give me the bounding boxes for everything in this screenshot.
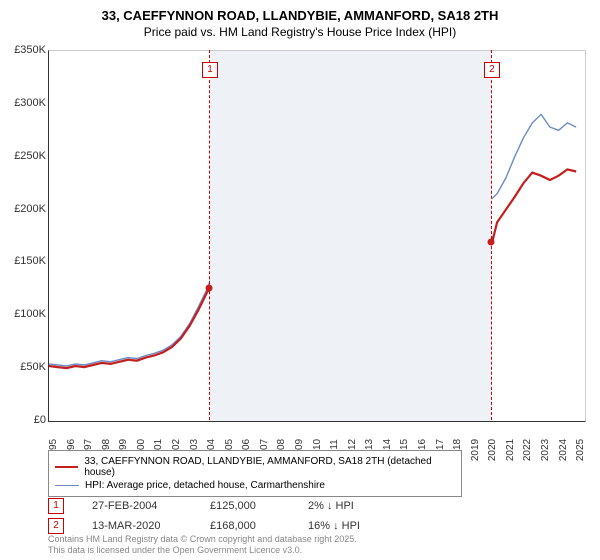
x-tick-label: 2020 — [487, 439, 498, 461]
sale-dot — [487, 239, 494, 246]
y-tick-label: £50K — [20, 361, 46, 373]
sale-vline — [209, 50, 210, 420]
y-tick-label: £200K — [14, 203, 46, 215]
sale-records-table: 1 27-FEB-2004 £125,000 2% ↓ HPI 2 13-MAR-2020… — [48, 498, 360, 538]
sale-marker-box: 1 — [202, 62, 218, 78]
chart-container: 33, CAEFFYNNON ROAD, LLANDYBIE, AMMANFOR… — [0, 0, 600, 560]
sale-record-row: 2 13-MAR-2020 £168,000 16% ↓ HPI — [48, 518, 360, 534]
x-tick-label: 2021 — [505, 439, 516, 461]
sale-record-marker: 2 — [48, 518, 64, 534]
y-tick-label: £0 — [34, 414, 46, 426]
x-tick-label: 2019 — [470, 439, 481, 461]
chart-legend: 33, CAEFFYNNON ROAD, LLANDYBIE, AMMANFOR… — [48, 450, 462, 497]
sale-vline — [491, 50, 492, 420]
sale-price: £168,000 — [210, 520, 280, 532]
sale-record-row: 1 27-FEB-2004 £125,000 2% ↓ HPI — [48, 498, 360, 514]
y-tick-label: £100K — [14, 308, 46, 320]
legend-item: 33, CAEFFYNNON ROAD, LLANDYBIE, AMMANFOR… — [55, 455, 455, 479]
sale-date: 13-MAR-2020 — [92, 520, 182, 532]
chart-subtitle: Price paid vs. HM Land Registry's House … — [0, 25, 600, 43]
copyright-line1: Contains HM Land Registry data © Crown c… — [48, 534, 357, 544]
x-tick-label: 2025 — [575, 439, 586, 461]
plot-area — [48, 50, 586, 422]
y-tick-label: £350K — [14, 44, 46, 56]
sale-dot — [205, 284, 212, 291]
x-tick-label: 2023 — [540, 439, 551, 461]
sale-price: £125,000 — [210, 500, 280, 512]
copyright-notice: Contains HM Land Registry data © Crown c… — [48, 534, 357, 556]
legend-item: HPI: Average price, detached house, Carm… — [55, 479, 455, 492]
shaded-region — [210, 51, 492, 421]
copyright-line2: This data is licensed under the Open Gov… — [48, 545, 302, 555]
legend-label: 33, CAEFFYNNON ROAD, LLANDYBIE, AMMANFOR… — [84, 456, 455, 478]
legend-label: HPI: Average price, detached house, Carm… — [85, 480, 325, 491]
sale-record-marker: 1 — [48, 498, 64, 514]
legend-swatch — [55, 466, 78, 468]
x-tick-label: 2024 — [558, 439, 569, 461]
chart-title: 33, CAEFFYNNON ROAD, LLANDYBIE, AMMANFOR… — [0, 0, 600, 25]
sale-date: 27-FEB-2004 — [92, 500, 182, 512]
y-tick-label: £300K — [14, 97, 46, 109]
sale-delta: 16% ↓ HPI — [308, 520, 360, 532]
sale-delta: 2% ↓ HPI — [308, 500, 354, 512]
y-tick-label: £150K — [14, 255, 46, 267]
x-tick-label: 2022 — [522, 439, 533, 461]
legend-swatch — [55, 485, 79, 486]
sale-marker-box: 2 — [484, 62, 500, 78]
y-tick-label: £250K — [14, 150, 46, 162]
